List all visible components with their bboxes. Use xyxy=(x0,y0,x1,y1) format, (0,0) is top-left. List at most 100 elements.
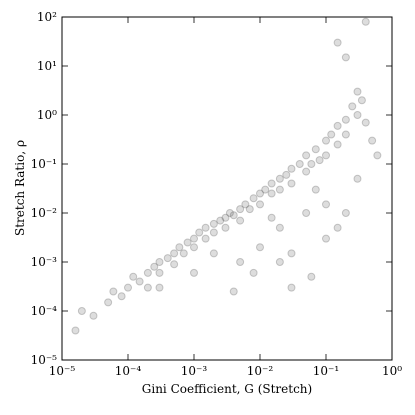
point xyxy=(333,38,342,47)
point xyxy=(267,179,276,188)
point xyxy=(209,219,218,228)
point xyxy=(282,170,291,179)
point xyxy=(209,228,218,237)
point xyxy=(256,200,264,209)
point xyxy=(71,326,80,335)
point xyxy=(348,102,357,111)
point xyxy=(341,209,350,217)
x-axis-label: Gini Coefficient, G (Stretch) xyxy=(142,382,312,396)
y-tick-label: 10⁰ xyxy=(37,108,57,122)
point xyxy=(275,223,284,232)
point xyxy=(287,283,296,292)
point xyxy=(201,223,210,232)
point xyxy=(170,260,179,269)
point xyxy=(322,151,330,160)
point xyxy=(229,287,238,296)
point xyxy=(195,228,204,237)
point xyxy=(163,254,172,263)
point xyxy=(249,194,258,203)
plot-frame xyxy=(61,16,393,361)
point xyxy=(295,160,304,168)
y-tick-label: 10² xyxy=(37,10,57,24)
point xyxy=(261,185,270,194)
point xyxy=(183,238,192,247)
point xyxy=(322,136,330,145)
point xyxy=(341,53,350,62)
point xyxy=(373,151,382,160)
point xyxy=(353,111,362,119)
point xyxy=(245,205,254,214)
point xyxy=(302,151,311,160)
point xyxy=(179,249,188,258)
point xyxy=(256,189,264,198)
point xyxy=(311,185,320,194)
point xyxy=(353,174,362,183)
point xyxy=(315,156,324,165)
point xyxy=(129,272,138,281)
point xyxy=(117,292,126,301)
point xyxy=(104,298,113,307)
point xyxy=(341,130,350,139)
point xyxy=(241,200,250,209)
point xyxy=(357,96,366,105)
point xyxy=(143,283,152,292)
point xyxy=(267,189,276,198)
point xyxy=(229,211,238,220)
point xyxy=(221,213,230,222)
point xyxy=(109,287,118,296)
point xyxy=(236,205,245,214)
point xyxy=(155,268,164,277)
x-tick-label: 10⁻⁴ xyxy=(115,364,142,378)
point xyxy=(341,115,350,124)
point xyxy=(302,167,311,176)
point xyxy=(190,268,198,277)
point xyxy=(209,249,218,258)
x-tick-label: 10⁻² xyxy=(247,364,274,378)
y-tick-label: 10⁻³ xyxy=(31,255,58,269)
y-tick-label: 10⁻² xyxy=(31,206,58,220)
x-tick-label: 10⁰ xyxy=(382,364,402,378)
point xyxy=(267,213,276,222)
point xyxy=(322,200,330,209)
point xyxy=(249,268,258,277)
point xyxy=(287,164,296,173)
x-tick-label: 10⁻¹ xyxy=(313,364,339,378)
point xyxy=(307,272,316,281)
point xyxy=(287,179,296,188)
point xyxy=(190,243,198,252)
point xyxy=(155,283,164,292)
point xyxy=(225,209,234,217)
point xyxy=(143,268,152,277)
point xyxy=(221,223,230,232)
point xyxy=(327,130,336,139)
point xyxy=(216,216,225,225)
y-tick-label: 10¹ xyxy=(37,59,57,73)
point xyxy=(155,258,164,266)
point xyxy=(201,234,210,243)
point xyxy=(89,311,98,320)
point xyxy=(361,17,370,26)
y-axis-label: Stretch Ratio, ρ xyxy=(13,140,27,236)
point xyxy=(190,234,198,243)
point xyxy=(175,243,184,252)
point xyxy=(361,118,370,127)
point xyxy=(275,258,284,266)
point xyxy=(256,243,264,252)
y-tick-label: 10⁻⁵ xyxy=(31,353,58,367)
point xyxy=(333,140,342,149)
point xyxy=(275,185,284,194)
point xyxy=(307,160,316,168)
point xyxy=(302,209,311,217)
point xyxy=(124,283,132,292)
point xyxy=(333,121,342,130)
y-tick-label: 10⁻¹ xyxy=(31,157,57,171)
x-tick-label: 10⁻⁵ xyxy=(49,364,76,378)
point xyxy=(135,277,144,286)
point xyxy=(333,223,342,232)
point xyxy=(77,307,86,315)
point xyxy=(170,249,179,258)
point xyxy=(353,87,362,96)
point xyxy=(236,258,245,266)
y-tick-label: 10⁻⁴ xyxy=(31,304,58,318)
